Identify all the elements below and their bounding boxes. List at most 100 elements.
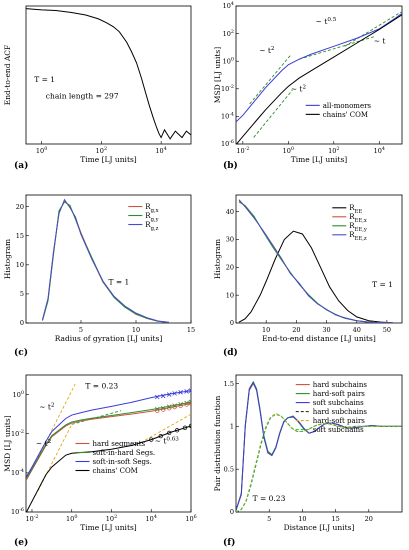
annotation: ~ t0.5 [316, 17, 337, 26]
data-point [172, 404, 177, 410]
legend-label: chains' COM [93, 467, 138, 475]
x-tick-label: 10 [132, 326, 140, 334]
legend-label: hard-soft pairs [313, 390, 366, 398]
annotation: T = 1 [34, 75, 55, 84]
y-tick-label: 0 [230, 508, 234, 516]
x-tick-label: 20 [365, 515, 373, 523]
series-line-1 [238, 200, 393, 323]
legend-label: hard segments [93, 440, 146, 448]
y-tick-label: 10 [226, 291, 234, 299]
data-point [182, 425, 188, 430]
x-tick-label: 15 [331, 515, 339, 523]
series-line-0 [238, 230, 393, 323]
panel-label: (c) [14, 347, 28, 358]
annotation: T = 1 [109, 278, 130, 287]
legend-label: chains' COM [323, 111, 368, 119]
plot-area [26, 8, 191, 140]
y-tick-label: 10-6 [221, 139, 234, 148]
annotation: chain length = 297 [46, 91, 119, 100]
y-tick-label: 10-2 [221, 84, 234, 93]
y-axis-label: MSD [LJ units] [213, 47, 222, 103]
legend-label: soft-in-hard Segs. [93, 449, 156, 457]
y-axis-label: MSD [LJ units] [3, 415, 12, 471]
legend-label: REE [349, 204, 362, 215]
annotation: ~ t [374, 36, 386, 45]
annotation: T = 0.23 [85, 382, 118, 391]
legend-label: Rg,x [145, 203, 158, 214]
x-tick-label: 20 [292, 326, 300, 334]
data-point [167, 406, 172, 411]
data-point [160, 405, 166, 411]
data-point [188, 401, 191, 406]
panel-5: 5 10 15 20 0 0.5 1 1.5 Distance [LJ units] Pair d… [213, 374, 403, 548]
x-tick-label: 10 [262, 326, 270, 334]
annotation: ~ t2 [259, 46, 275, 55]
series-line-5 [236, 413, 402, 512]
y-tick-label: 0 [20, 319, 24, 327]
data-point [174, 428, 180, 433]
data-point [188, 423, 191, 429]
y-tick-label: 104 [223, 1, 234, 10]
y-tick-label: 100 [13, 390, 24, 399]
y-tick-label: 10-4 [221, 112, 234, 121]
x-tick-label: 100 [283, 146, 294, 155]
annotation: ~ t0.63 [155, 437, 180, 446]
data-point [172, 391, 177, 396]
x-axis-label: End-to-end distance [LJ units] [262, 334, 376, 343]
x-tick-label: 10 [298, 515, 306, 523]
series-line-1 [236, 14, 402, 144]
data-point [188, 399, 191, 405]
x-tick-label: 5 [79, 326, 83, 334]
legend-label: all-monomers [323, 102, 372, 110]
plot-area [26, 383, 191, 512]
x-tick-label: 50 [383, 326, 391, 334]
y-tick-label: 20 [16, 203, 24, 211]
y-tick-label: 5 [20, 290, 24, 298]
y-tick-label: 20 [226, 264, 234, 272]
y-tick-label: 10-6 [11, 507, 24, 516]
plot-frame [25, 194, 192, 324]
data-point [160, 393, 166, 399]
annotation: ~ t2 [39, 402, 55, 411]
x-tick-label: 104 [146, 514, 157, 523]
y-tick-label: 102 [223, 29, 234, 38]
series-line-2 [42, 198, 170, 323]
power-law-guide [253, 89, 293, 138]
series-line-1 [26, 401, 191, 480]
legend-label: REE,y [349, 222, 367, 233]
series-line-2 [26, 390, 191, 478]
x-tick-label: 104 [155, 146, 166, 155]
y-axis-label: Histogram [213, 239, 222, 279]
y-axis-label: Histogram [3, 239, 12, 279]
plot-frame [235, 374, 403, 513]
panel-1: 10-2 100 102 104 10-6 10-4 10-2 100 102 104 Time [… [213, 1, 403, 171]
legend-label: hard-soft pairs [313, 417, 366, 425]
y-axis-label: Pair distribution function [213, 395, 222, 491]
annotation: ~ t2 [36, 439, 52, 448]
series-line-0 [26, 8, 191, 140]
x-tick-label: 10-2 [25, 514, 38, 523]
data-point [178, 403, 183, 408]
power-law-guide [37, 383, 76, 458]
data-point [167, 430, 172, 436]
y-tick-label: 100 [223, 56, 234, 65]
plot-frame [25, 5, 192, 145]
x-tick-label: 102 [96, 146, 107, 155]
y-tick-label: 10 [16, 261, 24, 269]
plot-frame [235, 5, 403, 145]
x-tick-label: 40 [353, 326, 361, 334]
data-point [184, 389, 189, 394]
y-tick-label: 30 [226, 236, 234, 244]
data-point [155, 408, 160, 413]
data-point [188, 388, 191, 393]
plot-area [236, 380, 402, 512]
legend-label: hard subchains [313, 408, 368, 416]
annotation: ~ t2 [291, 85, 307, 94]
data-point [161, 407, 166, 412]
plot-area [236, 11, 402, 144]
legend-label: Rg,z [145, 221, 158, 232]
series-line-2 [238, 201, 393, 323]
data-point [166, 392, 172, 397]
